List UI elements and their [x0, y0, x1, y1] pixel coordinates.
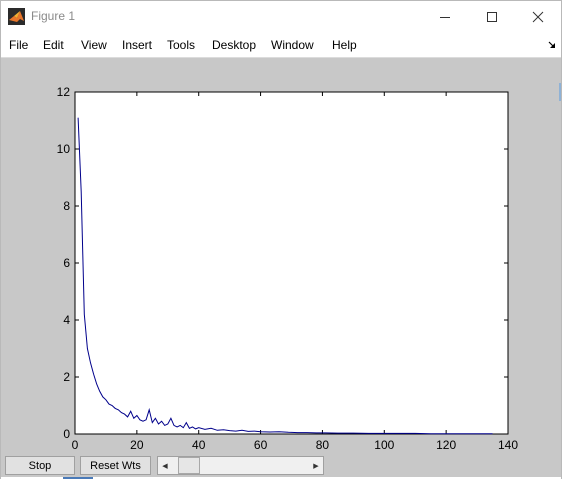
x-tick-label: 0: [72, 438, 79, 452]
x-tick-label: 80: [316, 438, 330, 452]
x-tick-label: 40: [192, 438, 206, 452]
bottom-edge: [1, 477, 561, 479]
minimize-button[interactable]: [422, 1, 468, 32]
menu-view[interactable]: View: [81, 38, 107, 52]
x-tick-label: 140: [498, 438, 518, 452]
axes-box: [74, 91, 509, 435]
matlab-icon: [8, 8, 25, 25]
control-strip: Stop Reset Wts ◀ ▶: [1, 455, 561, 479]
chart: 0 20 40 60 80 100 120 140 0 2 4 6 8 10 12: [57, 85, 519, 452]
maximize-icon: [487, 11, 497, 22]
x-tick-label: 120: [436, 438, 456, 452]
menu-insert[interactable]: Insert: [122, 38, 153, 52]
x-tick-label: 100: [374, 438, 394, 452]
slider-right-arrow-icon[interactable]: ▶: [313, 462, 319, 470]
window-title: Figure 1: [31, 9, 76, 23]
x-tick-label: 20: [130, 438, 144, 452]
close-icon: [532, 11, 544, 22]
menu-help[interactable]: Help: [332, 38, 357, 52]
slider-left-arrow-icon[interactable]: ◀: [162, 462, 168, 470]
slider-thumb[interactable]: [177, 457, 200, 474]
dock-arrow-icon[interactable]: [548, 41, 556, 49]
reset-wts-button[interactable]: Reset Wts: [80, 456, 151, 475]
stop-button[interactable]: Stop: [5, 456, 75, 475]
x-tick-label: 60: [254, 438, 268, 452]
title-bar: Figure 1: [1, 1, 561, 32]
menu-bar: File Edit View Insert Tools Desktop Wind…: [1, 32, 561, 58]
y-tick-label: 10: [57, 142, 71, 156]
menu-file[interactable]: File: [9, 38, 29, 52]
y-tick-label: 0: [63, 427, 70, 441]
menu-tools[interactable]: Tools: [167, 38, 196, 52]
bottom-edge-highlight: [63, 477, 93, 479]
series-line: [77, 117, 493, 435]
menu-window[interactable]: Window: [271, 38, 314, 52]
edge-marker: [559, 83, 561, 101]
y-tick-label: 4: [63, 313, 70, 327]
menu-desktop[interactable]: Desktop: [212, 38, 257, 52]
y-tick-label: 2: [63, 370, 70, 384]
close-button[interactable]: [515, 1, 561, 32]
weight-slider[interactable]: ◀ ▶: [157, 456, 324, 475]
minimize-icon: [440, 16, 450, 18]
menu-edit[interactable]: Edit: [43, 38, 64, 52]
y-tick-label: 8: [63, 199, 70, 213]
y-tick-label: 6: [63, 256, 70, 270]
maximize-button[interactable]: [469, 1, 515, 32]
y-tick-label: 12: [57, 85, 71, 99]
